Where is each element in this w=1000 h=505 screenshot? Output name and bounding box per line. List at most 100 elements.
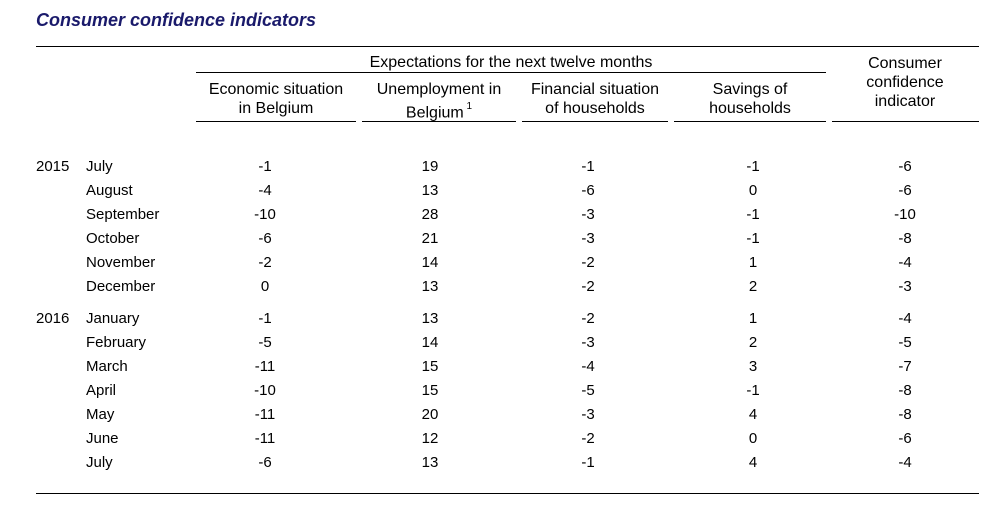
table-cell: 13 — [421, 182, 439, 199]
table-cell: -3 — [581, 334, 595, 351]
col-rule-5 — [832, 121, 979, 122]
table-cell: -1 — [746, 206, 760, 223]
column-header-2: Unemployment in Belgium 1 — [354, 80, 524, 122]
table-cell: -4 — [898, 310, 912, 327]
table-cell: -5 — [898, 334, 912, 351]
column-header-line: indicator — [874, 93, 936, 110]
table-cell: 1 — [748, 310, 758, 327]
table-cell: 19 — [421, 158, 439, 175]
column-header-3: Financial situation of households — [510, 80, 680, 118]
table-cell: 3 — [748, 358, 758, 375]
table-cell: -10 — [894, 206, 916, 223]
table-cell: 13 — [421, 454, 439, 471]
table-cell: -1 — [258, 158, 272, 175]
table-cell: 4 — [748, 406, 758, 423]
col-rule-1 — [196, 121, 356, 122]
table-cell: 13 — [421, 278, 439, 295]
table-cell: -6 — [898, 430, 912, 447]
table-cell: -1 — [746, 230, 760, 247]
table-cell: 15 — [421, 358, 439, 375]
column-header-line: confidence — [866, 74, 944, 91]
table-cell: -6 — [581, 182, 595, 199]
group-header-rule — [196, 72, 826, 73]
column-header-line: Consumer — [868, 55, 942, 72]
table-cell: -3 — [581, 206, 595, 223]
table-cell: 13 — [421, 310, 439, 327]
col-rule-2 — [362, 121, 516, 122]
column-header-line: Savings of — [712, 81, 788, 98]
bottom-rule — [36, 493, 979, 494]
table-cell: -11 — [254, 430, 276, 447]
table-cell: -10 — [254, 382, 276, 399]
table-cell: -1 — [746, 382, 760, 399]
row-month: July — [86, 158, 113, 175]
table-cell: -4 — [898, 254, 912, 271]
column-header-line: Financial situation — [530, 81, 660, 98]
table-cell: -1 — [581, 158, 595, 175]
table-cell: -11 — [254, 358, 276, 375]
table-cell: -8 — [898, 406, 912, 423]
col-rule-3 — [522, 121, 668, 122]
row-month: February — [86, 334, 147, 351]
column-header-4: Savings of households — [665, 80, 835, 118]
table-cell: 15 — [421, 382, 439, 399]
table-cell: 0 — [748, 182, 758, 199]
column-header-line: in Belgium — [238, 100, 314, 117]
row-month: September — [86, 206, 160, 223]
row-month: January — [86, 310, 140, 327]
table-cell: -2 — [581, 430, 595, 447]
table-cell: -5 — [258, 334, 272, 351]
table-cell: -1 — [581, 454, 595, 471]
col-rule-4 — [674, 121, 826, 122]
table-cell: -2 — [258, 254, 272, 271]
column-header-1: Economic situation in Belgium — [191, 80, 361, 118]
column-header-line: of households — [545, 100, 645, 117]
table-cell: -3 — [581, 230, 595, 247]
table-cell: -6 — [258, 230, 272, 247]
table-cell: -3 — [898, 278, 912, 295]
table-cell: -2 — [581, 310, 595, 327]
table-cell: 4 — [748, 454, 758, 471]
group-header: Expectations for the next twelve months — [369, 54, 653, 71]
page-title: Consumer confidence indicators — [36, 10, 317, 30]
table-cell: 28 — [421, 206, 439, 223]
table-cell: -2 — [581, 254, 595, 271]
column-header-line: Economic situation — [208, 81, 344, 98]
column-header-line: Belgium 1 — [405, 101, 473, 122]
row-month: October — [86, 230, 140, 247]
table-cell: -2 — [581, 278, 595, 295]
row-month: July — [86, 454, 113, 471]
table-cell: 20 — [421, 406, 439, 423]
table-cell: -7 — [898, 358, 912, 375]
table-cell: 14 — [421, 254, 439, 271]
table-cell: -4 — [581, 358, 595, 375]
row-month: April — [86, 382, 117, 399]
table-cell: -6 — [258, 454, 272, 471]
row-year: 2015 — [36, 158, 70, 175]
table-cell: -5 — [581, 382, 595, 399]
table-cell: -6 — [898, 158, 912, 175]
row-month: May — [86, 406, 115, 423]
table-cell: 12 — [421, 430, 439, 447]
column-header-line: households — [709, 100, 791, 117]
table-cell: -4 — [258, 182, 272, 199]
table-cell: 0 — [748, 430, 758, 447]
row-month: March — [86, 358, 128, 375]
row-month: November — [86, 254, 156, 271]
table-cell: -11 — [254, 406, 276, 423]
table-cell: -1 — [746, 158, 760, 175]
column-header-5: Consumer confidence indicator — [820, 54, 990, 111]
table-cell: -8 — [898, 382, 912, 399]
table-cell: 2 — [748, 334, 758, 351]
table-cell: -6 — [898, 182, 912, 199]
table-cell: -1 — [258, 310, 272, 327]
table-cell: -8 — [898, 230, 912, 247]
row-year: 2016 — [36, 310, 70, 327]
column-header-line: Unemployment in — [376, 81, 502, 98]
top-rule — [36, 46, 979, 47]
row-month: December — [86, 278, 156, 295]
table-cell: -3 — [581, 406, 595, 423]
footnote-marker: 1 — [463, 101, 473, 112]
table-cell: 2 — [748, 278, 758, 295]
table-cell: -4 — [898, 454, 912, 471]
